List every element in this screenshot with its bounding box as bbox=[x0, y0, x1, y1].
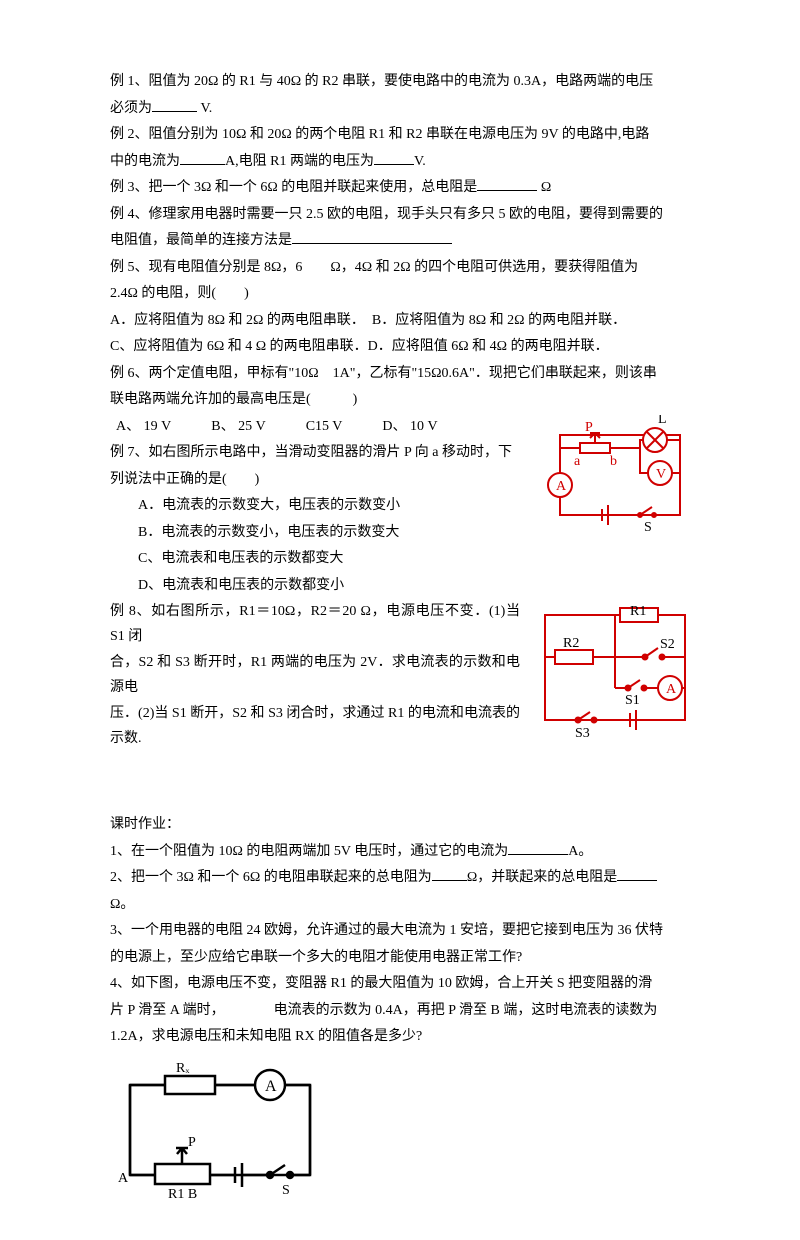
example-4-line1: 例 4、修理家用电器时需要一只 2.5 欧的电阻，现手头只有多只 5 欧的电阻，… bbox=[110, 203, 700, 228]
label-S2: S2 bbox=[660, 637, 675, 652]
example-6-line1: 例 6、两个定值电阻，甲标有"10Ω 1A"，乙标有"15Ω0.6A"．现把它们… bbox=[110, 362, 700, 387]
example-2-line1: 例 2、阻值分别为 10Ω 和 20Ω 的两个电阻 R1 和 R2 串联在电源电… bbox=[110, 123, 700, 148]
label-a: a bbox=[574, 454, 581, 469]
homework-title: 课时作业： bbox=[110, 813, 700, 838]
option-b: B、 25 V bbox=[211, 415, 265, 440]
text: Ω bbox=[537, 180, 551, 195]
text: V. bbox=[414, 154, 426, 169]
example-2-line2: 中的电流为 A,电阻 R1 两端的电压为 V. bbox=[110, 150, 700, 175]
label-b: b bbox=[610, 454, 617, 469]
label-Rx: Rₓ bbox=[176, 1061, 190, 1076]
homework-2b: Ω。 bbox=[110, 893, 700, 918]
blank bbox=[617, 866, 657, 881]
figure-example-8: R1 R2 S2 S1 S3 A bbox=[530, 600, 700, 740]
label-S1: S1 bbox=[625, 693, 640, 708]
label-S3: S3 bbox=[575, 726, 590, 740]
homework-4-line2: 片 P 滑至 A 端时， 电流表的示数为 0.4A，再把 P 滑至 B 端，这时… bbox=[110, 999, 700, 1024]
example-5-options-row2: C、应将阻值为 6Ω 和 4 Ω 的两电阻串联．D．应将阻值 6Ω 和 4Ω 的… bbox=[110, 335, 700, 360]
option-c: C15 V bbox=[306, 415, 343, 440]
text: A。 bbox=[568, 844, 592, 859]
label-P: P bbox=[188, 1135, 196, 1150]
example-5-options-row1: A．应将阻值为 8Ω 和 2Ω 的两电阻串联． B．应将阻值为 8Ω 和 2Ω … bbox=[110, 309, 700, 334]
example-3: 例 3、把一个 3Ω 和一个 6Ω 的电阻并联起来使用，总电阻是 Ω bbox=[110, 176, 700, 201]
option-a: A．应将阻值为 8Ω 和 2Ω 的两电阻串联． bbox=[110, 313, 358, 328]
homework-4-line3: 1.2A，求电源电压和未知电阻 RX 的阻值各是多少? bbox=[110, 1025, 700, 1050]
example-7-option-c: C、电流表和电压表的示数都变大 bbox=[110, 547, 700, 572]
text: Ω，并联起来的总电阻是 bbox=[467, 870, 617, 885]
text: 必须为 bbox=[110, 101, 152, 116]
blank bbox=[180, 150, 225, 165]
text: 2、把一个 3Ω 和一个 6Ω 的电阻串联起来的总电阻为 bbox=[110, 870, 432, 885]
label-L: L bbox=[658, 415, 667, 427]
figure-example-7: L V A S P a b bbox=[540, 415, 700, 535]
text: 电阻值，最简单的连接方法是 bbox=[110, 233, 292, 248]
blank bbox=[374, 150, 414, 165]
homework-1: 1、在一个阻值为 10Ω 的电阻两端加 5V 电压时，通过它的电流为 A。 bbox=[110, 840, 700, 865]
blank bbox=[432, 866, 467, 881]
figure-homework-4: Rₓ A P A R1 B S bbox=[110, 1060, 700, 1200]
example-5-line1: 例 5、现有电阻值分别是 8Ω，6 Ω，4Ω 和 2Ω 的四个电阻可供选用，要获… bbox=[110, 256, 700, 281]
label-A: A bbox=[556, 479, 567, 494]
option-d: D、 10 V bbox=[382, 415, 437, 440]
label-A: A bbox=[666, 682, 677, 697]
label-P: P bbox=[585, 420, 593, 435]
example-7-option-d: D、电流表和电压表的示数都变小 bbox=[110, 574, 700, 599]
label-R1: R1 bbox=[630, 604, 646, 619]
example-1-line2: 必须为 V. bbox=[110, 97, 700, 122]
homework-4-line1: 4、如下图，电源电压不变，变阻器 R1 的最大阻值为 10 欧姆，合上开关 S … bbox=[110, 972, 700, 997]
example-6-line2: 联电路两端允许加的最高电压是( ) bbox=[110, 388, 700, 413]
label-R1B: R1 B bbox=[168, 1187, 197, 1200]
option-b: B．应将阻值为 8Ω 和 2Ω 的两电阻并联． bbox=[372, 313, 626, 328]
example-1-line1: 例 1、阻值为 20Ω 的 R1 与 40Ω 的 R2 串联，要使电路中的电流为… bbox=[110, 70, 700, 95]
text: V. bbox=[197, 101, 212, 116]
text: A,电阻 R1 两端的电压为 bbox=[225, 154, 374, 169]
label-S: S bbox=[644, 520, 652, 535]
text: 例 3、把一个 3Ω 和一个 6Ω 的电阻并联起来使用，总电阻是 bbox=[110, 180, 477, 195]
document-page: 例 1、阻值为 20Ω 的 R1 与 40Ω 的 R2 串联，要使电路中的电流为… bbox=[0, 0, 800, 1240]
label-R2: R2 bbox=[563, 636, 579, 651]
blank bbox=[477, 176, 537, 191]
example-4-line2: 电阻值，最简单的连接方法是 bbox=[110, 229, 700, 254]
example-6-options: A、 19 V B、 25 V C15 V D、 10 V bbox=[110, 415, 530, 440]
label-A-end: A bbox=[118, 1171, 129, 1186]
homework-3-line1: 3、一个用电器的电阻 24 欧姆，允许通过的最大电流为 1 安培，要把它接到电压… bbox=[110, 919, 700, 944]
blank bbox=[152, 97, 197, 112]
label-S: S bbox=[282, 1183, 290, 1198]
text: 中的电流为 bbox=[110, 154, 180, 169]
homework-2: 2、把一个 3Ω 和一个 6Ω 的电阻串联起来的总电阻为 Ω，并联起来的总电阻是 bbox=[110, 866, 700, 891]
blank bbox=[508, 840, 568, 855]
label-A: A bbox=[265, 1078, 277, 1095]
example-5-line2: 2.4Ω 的电阻，则( ) bbox=[110, 282, 700, 307]
blank bbox=[292, 229, 452, 244]
text: 1、在一个阻值为 10Ω 的电阻两端加 5V 电压时，通过它的电流为 bbox=[110, 844, 508, 859]
homework-3-line2: 的电源上，至少应给它串联一个多大的电阻才能使用电器正常工作? bbox=[110, 946, 700, 971]
label-V: V bbox=[656, 467, 666, 482]
option-a: A、 19 V bbox=[116, 415, 171, 440]
